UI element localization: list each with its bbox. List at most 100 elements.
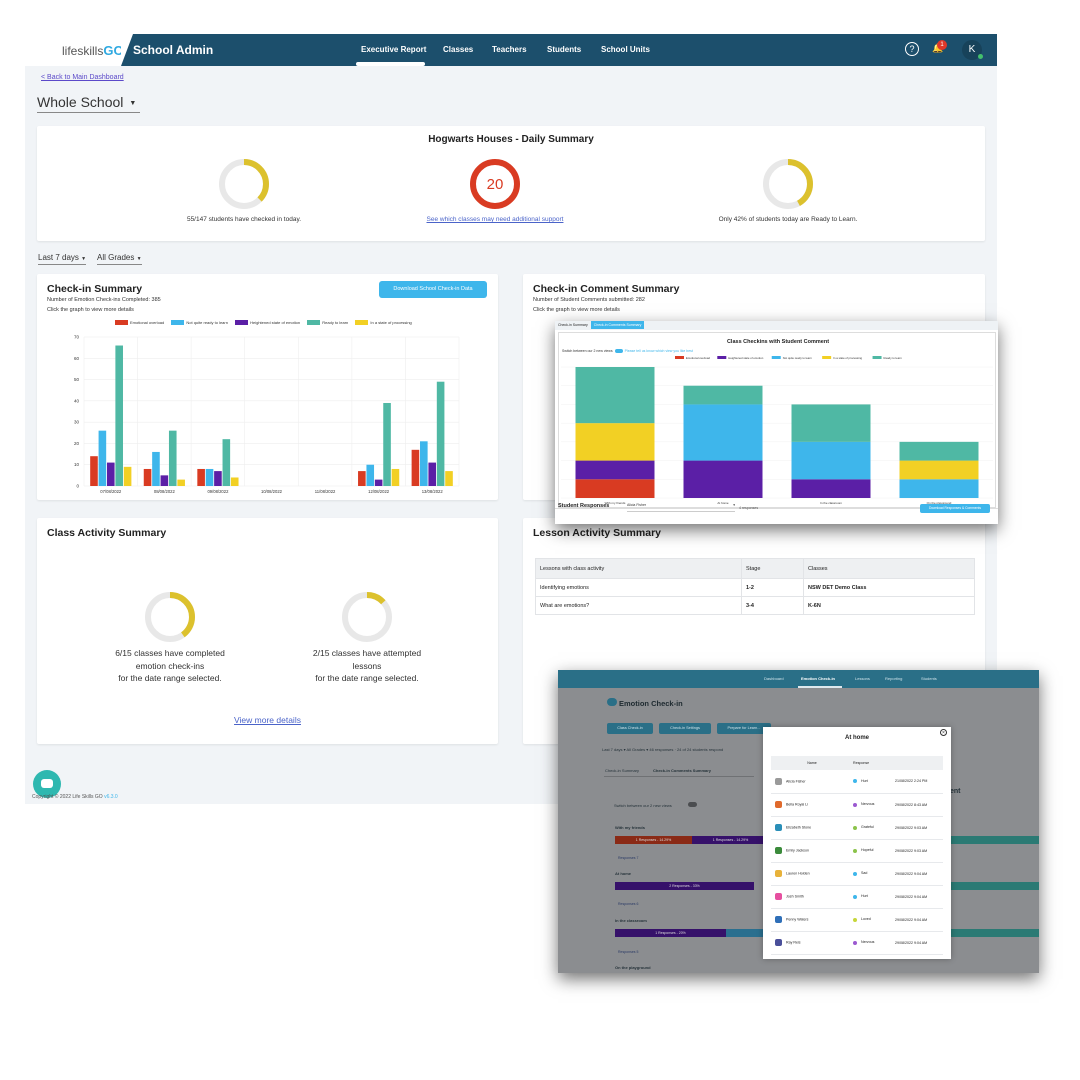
- bar[interactable]: [366, 464, 375, 486]
- checkin-settings-button[interactable]: Check-in Settings: [659, 723, 711, 734]
- bar[interactable]: [411, 449, 420, 486]
- stacked-bar-segment[interactable]: [899, 460, 979, 480]
- stacked-bar-segment[interactable]: [575, 460, 655, 480]
- response-bar-segment[interactable]: [951, 882, 1039, 890]
- avatar[interactable]: K: [962, 40, 982, 60]
- bar[interactable]: [436, 381, 445, 486]
- download-responses-button[interactable]: Download Responses & Comments: [920, 504, 990, 513]
- table-row[interactable]: Emily Jackson Hopeful 29/08/2022 9:03 AM: [771, 839, 943, 863]
- toggle-switch[interactable]: [688, 802, 697, 807]
- bar[interactable]: [197, 468, 205, 486]
- overlay-filters[interactable]: Last 7 days ▾ All Grades ▾ 46 responses …: [602, 747, 724, 752]
- nav-lessons[interactable]: Lessons: [855, 676, 870, 681]
- stacked-comment-chart[interactable]: Emotional overload Heightened state of em…: [559, 355, 995, 507]
- bar[interactable]: [177, 479, 185, 486]
- bar[interactable]: [90, 456, 98, 486]
- table-row[interactable]: Ray Reis Nervous 29/08/2022 9:04 AM: [771, 931, 943, 955]
- response-bar-segment[interactable]: [951, 929, 1039, 937]
- class-checkin-button[interactable]: Class Check-in: [607, 723, 653, 734]
- bar[interactable]: [445, 471, 453, 486]
- tab-checkin-summary[interactable]: Check-in Summary: [558, 323, 588, 327]
- tab-checkin-summary[interactable]: Check-in Summary: [605, 768, 640, 773]
- bar[interactable]: [168, 430, 177, 486]
- table-row[interactable]: Josh Smith Hurt 29/08/2022 9:04 AM: [771, 885, 943, 909]
- download-checkin-button[interactable]: Download School Check-in Data: [379, 281, 487, 298]
- grade-filter[interactable]: All Grades ▼: [97, 253, 142, 265]
- bar[interactable]: [358, 471, 366, 486]
- nav-classes[interactable]: Classes: [443, 45, 474, 54]
- student-select[interactable]: Alicia Fisher ▾: [627, 503, 735, 512]
- view-switch[interactable]: Switch between our 2 new views Please tel…: [562, 349, 693, 354]
- legend-item[interactable]: Heightened state of emotion: [235, 320, 300, 326]
- stacked-bar-segment[interactable]: [575, 423, 655, 461]
- stacked-bar-segment[interactable]: [683, 404, 763, 461]
- nav-students[interactable]: Students: [921, 676, 937, 681]
- responses-toggle[interactable]: Responses 6: [618, 902, 639, 906]
- legend-item[interactable]: Not quite ready to learn: [171, 320, 228, 326]
- legend-item[interactable]: In a state of processing: [355, 320, 412, 326]
- stacked-bar-segment[interactable]: [791, 479, 871, 498]
- nav-school-units[interactable]: School Units: [601, 45, 650, 54]
- checkin-bar-chart[interactable]: 0 10 20 30 40 50 60 70 07/08/2022 08/08/2022 09/08…: [37, 326, 498, 498]
- column-header[interactable]: Stage: [741, 558, 804, 579]
- bar[interactable]: [123, 466, 132, 486]
- bar[interactable]: [143, 468, 152, 486]
- bar[interactable]: [106, 462, 115, 486]
- bar[interactable]: [205, 468, 214, 486]
- nav-students[interactable]: Students: [547, 45, 582, 54]
- bar[interactable]: [383, 402, 391, 486]
- stacked-bar-segment[interactable]: [575, 367, 655, 424]
- nav-emotion-checkin[interactable]: Emotion Check-in: [801, 676, 836, 681]
- tab-comments-summary[interactable]: Check-in Comments Summary: [590, 321, 645, 329]
- support-link[interactable]: See which classes may need additional su…: [426, 216, 564, 223]
- stacked-bar-segment[interactable]: [899, 479, 979, 498]
- response-bar-segment[interactable]: 1 Responses - 14.29%: [692, 836, 769, 844]
- stacked-bar-segment[interactable]: [683, 385, 763, 405]
- table-row[interactable]: Elizabeth Stone Grateful 29/08/2022 9:03 A…: [771, 816, 943, 840]
- column-header[interactable]: Classes: [803, 558, 975, 579]
- table-row[interactable]: Alicia Fisher Hurt 21/08/2022 2:24 PM: [771, 770, 943, 794]
- table-row[interactable]: Lauren Holden Sad 29/08/2022 9:04 AM: [771, 862, 943, 886]
- bar[interactable]: [214, 471, 222, 486]
- response-bar-segment[interactable]: 1 Responses - 20%: [615, 929, 726, 937]
- bar[interactable]: [391, 468, 400, 486]
- legend-item[interactable]: Ready to learn: [307, 320, 348, 326]
- nav-reporting[interactable]: Reporting: [885, 676, 903, 681]
- view-more-details-link[interactable]: View more details: [234, 715, 301, 725]
- date-range-filter[interactable]: Last 7 days ▼: [38, 253, 87, 265]
- stacked-bar-segment[interactable]: [683, 460, 763, 498]
- bar[interactable]: [428, 462, 437, 486]
- school-selector[interactable]: Whole School ▼: [37, 94, 140, 113]
- prepare-for-learning-button[interactable]: Prepare for Learn...: [717, 723, 771, 734]
- stacked-bar-segment[interactable]: [575, 479, 655, 498]
- table-row[interactable]: Penny Waters Loved 29/08/2022 9:04 AM: [771, 908, 943, 932]
- bar[interactable]: [98, 430, 107, 486]
- back-to-dashboard-link[interactable]: < Back to Main Dashboard: [41, 74, 124, 81]
- responses-toggle[interactable]: Responses 7: [618, 856, 639, 860]
- bar[interactable]: [115, 345, 123, 486]
- bar[interactable]: [420, 441, 428, 486]
- response-bar-segment[interactable]: 1 Responses - 14.29%: [615, 836, 692, 844]
- table-row[interactable]: Identifying emotions 1-2 NSW DET Demo Cl…: [535, 578, 975, 597]
- toggle-switch[interactable]: [614, 349, 623, 354]
- stacked-bar-segment[interactable]: [791, 404, 871, 442]
- nav-executive-report[interactable]: Executive Report: [361, 45, 427, 54]
- legend-item[interactable]: Emotional overload: [115, 320, 164, 326]
- logo[interactable]: lifeskillsGO: [62, 43, 124, 58]
- bar[interactable]: [230, 477, 239, 486]
- responses-toggle[interactable]: Responses 5: [618, 950, 639, 954]
- bar[interactable]: [374, 479, 383, 486]
- bar[interactable]: [160, 475, 169, 486]
- tab-comments-summary[interactable]: Check-in Comments Summary: [653, 768, 712, 773]
- nav-dashboard[interactable]: Dashboard: [764, 676, 784, 681]
- chat-icon[interactable]: [33, 770, 61, 798]
- response-bar-segment[interactable]: 2 Responses - 33%: [615, 882, 754, 890]
- support-donut[interactable]: 20: [469, 158, 521, 210]
- bar[interactable]: [222, 439, 231, 486]
- response-bar-segment[interactable]: [726, 929, 766, 937]
- bar[interactable]: [152, 451, 160, 486]
- nav-teachers[interactable]: Teachers: [492, 45, 527, 54]
- column-header[interactable]: Lessons with class activity: [535, 558, 742, 579]
- stacked-bar-segment[interactable]: [899, 441, 979, 461]
- table-row[interactable]: What are emotions? 3-4 K-6N: [535, 596, 975, 615]
